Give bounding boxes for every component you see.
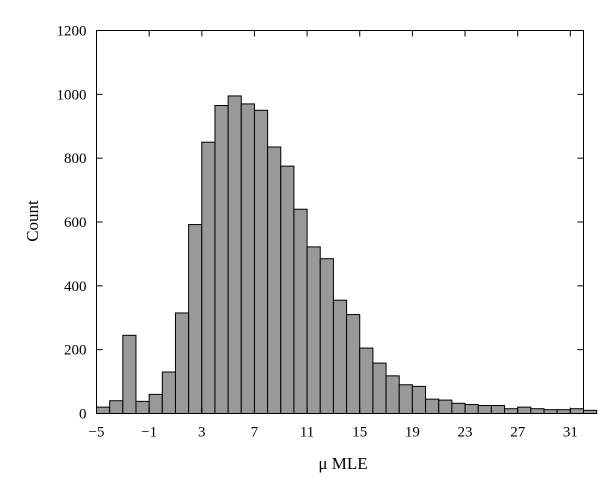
x-tick-label: −1 — [141, 425, 157, 441]
histogram-bar — [306, 246, 321, 414]
histogram-bar — [464, 404, 479, 414]
histogram-bar — [293, 208, 308, 414]
histogram-bar — [583, 409, 598, 414]
histogram-bar — [543, 409, 558, 415]
x-tick-label: −5 — [89, 425, 105, 441]
histogram-bar — [174, 312, 190, 414]
x-tick-label: 19 — [405, 425, 420, 441]
histogram-bar — [398, 384, 413, 414]
histogram-bar — [346, 314, 361, 414]
x-tick-label: 7 — [251, 425, 259, 441]
histogram-bar — [188, 224, 203, 414]
histogram-bar — [385, 375, 400, 414]
x-tick-label: 23 — [458, 425, 473, 441]
histogram-bar — [161, 371, 176, 415]
histogram-bar — [109, 400, 124, 415]
y-tick-label: 200 — [64, 343, 87, 359]
histogram-bar — [517, 406, 532, 414]
histogram-bar — [122, 334, 137, 414]
histogram-bar — [280, 165, 295, 414]
bar-group — [96, 95, 598, 415]
histogram-bar — [267, 146, 282, 414]
y-tick-label: 0 — [79, 407, 87, 423]
histogram-bar — [504, 408, 519, 414]
y-tick-label: 800 — [64, 151, 87, 167]
histogram-bar — [359, 347, 374, 415]
x-tick-label: 27 — [510, 425, 526, 441]
histogram-bar — [96, 406, 111, 414]
histogram-bar — [372, 362, 387, 415]
x-axis-label: μ MLE — [318, 454, 367, 473]
histogram-bar — [135, 400, 150, 414]
histogram-bar — [451, 402, 466, 415]
x-tick-label: 31 — [563, 425, 578, 441]
y-tick-label: 600 — [64, 215, 87, 231]
y-tick-label: 1000 — [57, 87, 87, 103]
y-axis-label: Count — [23, 200, 42, 242]
histogram-bar — [530, 408, 545, 414]
histogram-bar — [332, 299, 348, 415]
histogram-bar — [569, 408, 585, 414]
histogram-bar — [490, 405, 506, 414]
x-tick-label: 15 — [352, 425, 367, 441]
histogram-bar — [240, 103, 255, 414]
histogram-bar — [201, 141, 216, 415]
histogram-bar — [227, 95, 242, 415]
tick-group — [96, 30, 584, 414]
x-tick-label: 11 — [300, 425, 314, 441]
histogram-bar — [214, 105, 229, 414]
histogram-bar — [477, 405, 492, 414]
histogram-bar — [425, 398, 440, 415]
y-tick-label: 400 — [64, 279, 87, 295]
histogram-bar — [148, 393, 163, 415]
tick-label-group: −5 −1 3 7 11 15 19 23 27 31 0 200 400 600 800 1000 1200 — [57, 24, 578, 441]
histogram-bar — [438, 399, 453, 415]
histogram-bar — [253, 109, 269, 414]
histogram-bar — [319, 258, 334, 415]
plot-frame — [96, 30, 584, 414]
histogram-bar — [556, 409, 571, 415]
histogram-bar — [411, 385, 427, 414]
x-tick-label: 3 — [198, 425, 206, 441]
y-tick-label: 1200 — [57, 24, 87, 40]
